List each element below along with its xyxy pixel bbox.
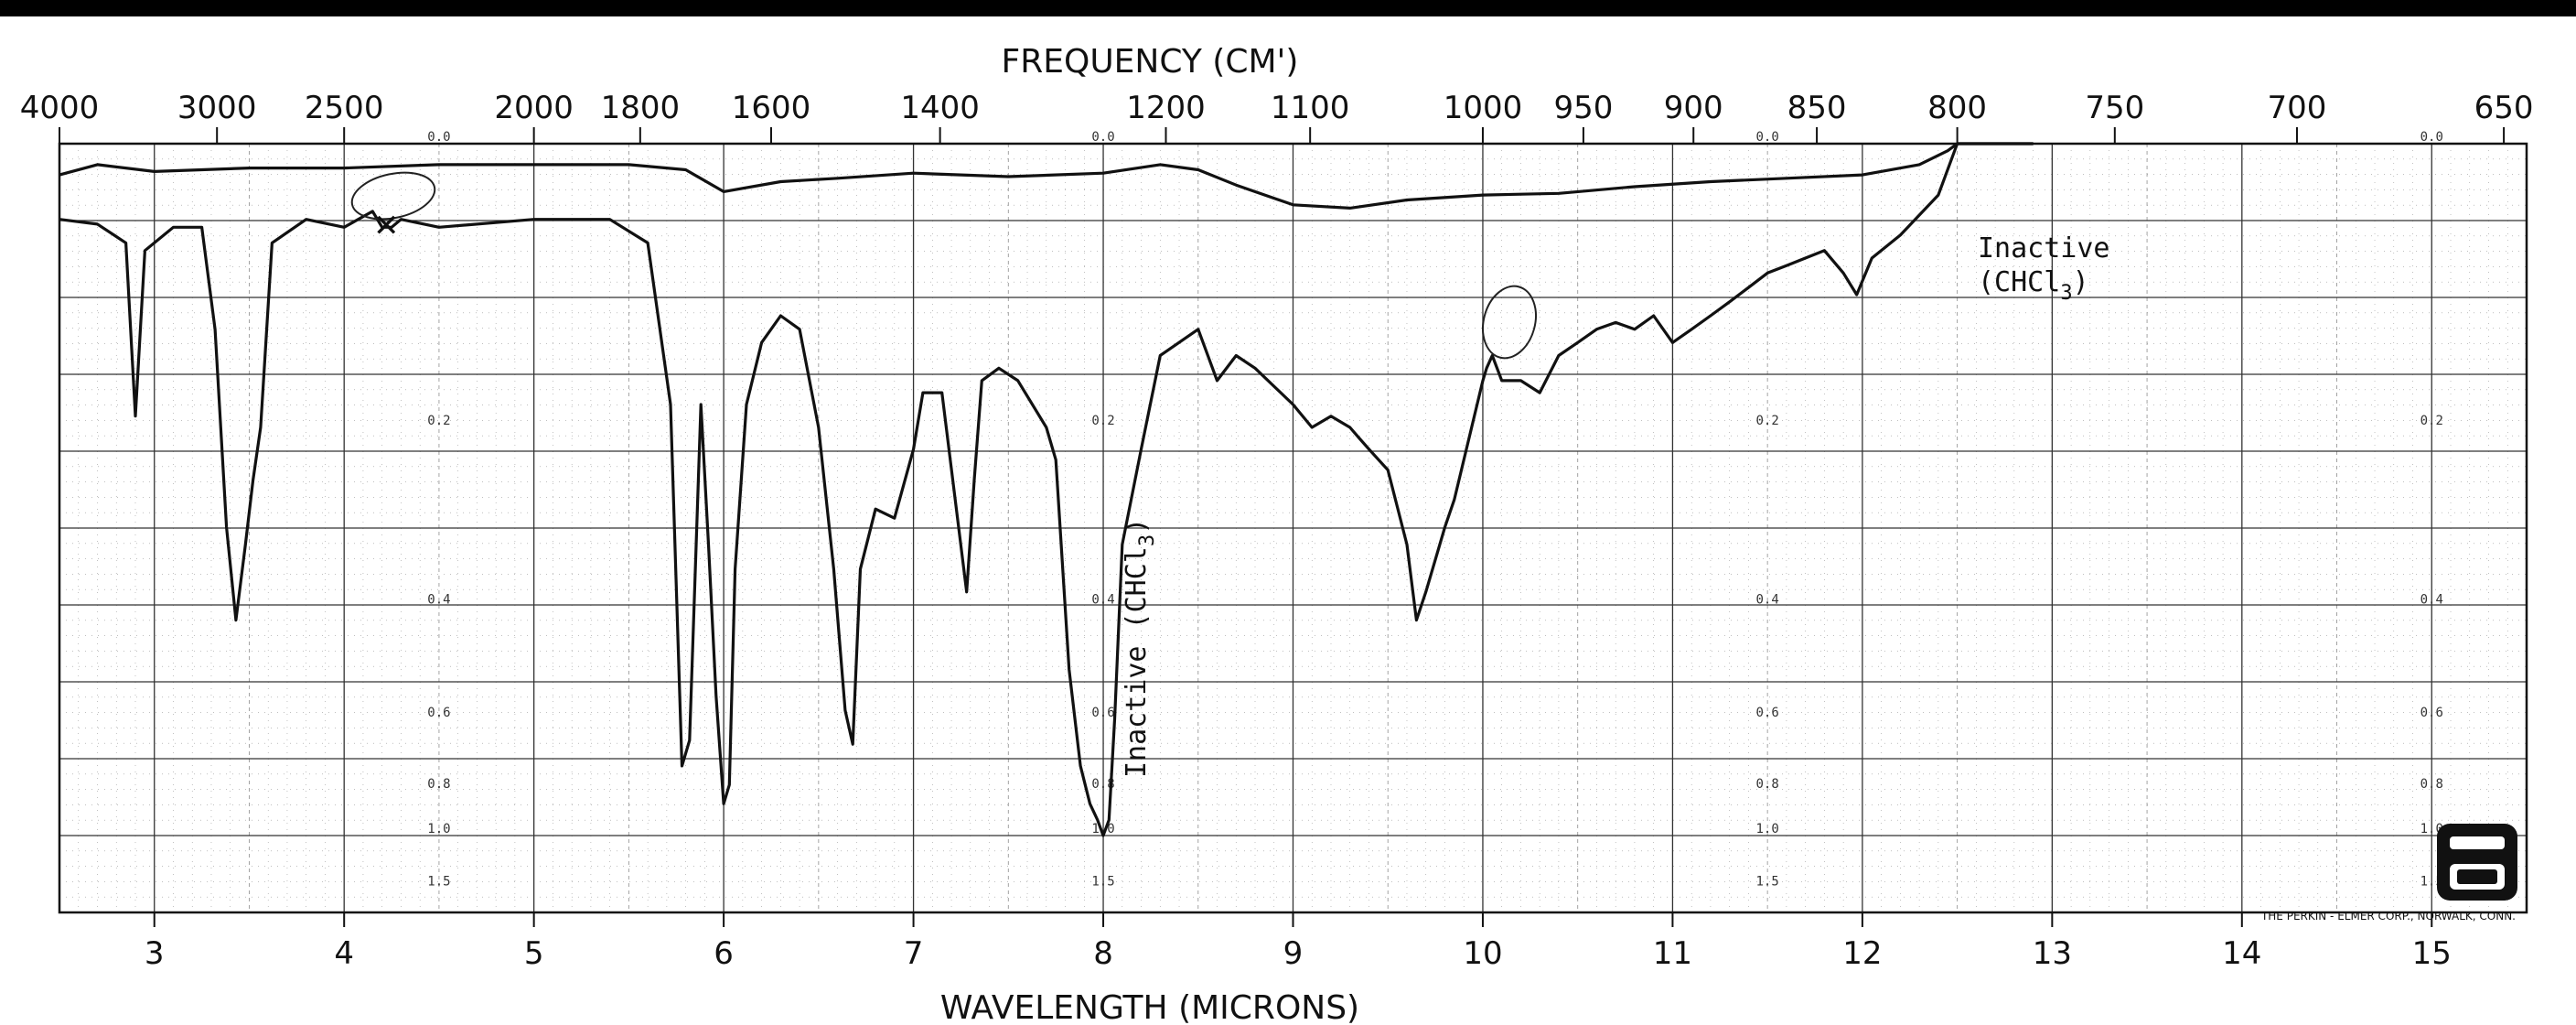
footer-manufacturer: THE PERKIN - ELMER CORP., NORWALK, CONN. [2260, 910, 2516, 922]
absorbance-label: 0.8 [2420, 777, 2443, 792]
absorbance-label: 0.0 [2420, 130, 2443, 145]
sample-spectrum-line [59, 142, 2034, 837]
frequency-tick-label: 1400 [900, 90, 980, 126]
frequency-axis-title: FREQUENCY (CM') [1002, 43, 1299, 81]
wavelength-tick-label: 14 [2222, 935, 2261, 972]
absorbance-scale-labels: 0.0 0.2 0.4 0.6 0.8 1.0 1.5 0.0 0.2 0.4 0.6 0.8 1.0 1… [427, 130, 2443, 889]
annotation-inactive-vertical-main: Inactive (CHCl [1121, 546, 1153, 778]
absorbance-label: 1.5 [427, 874, 450, 889]
absorbance-label: 0.4 [1756, 593, 1779, 608]
absorbance-label: 1.5 [1756, 874, 1779, 889]
abbott-logo [2437, 824, 2517, 901]
frequency-tick-label: 950 [1553, 90, 1613, 126]
wavelength-tick-label: 12 [1842, 935, 1882, 972]
wavelength-tick-label: 15 [2412, 935, 2452, 972]
absorbance-label: 0.4 [427, 593, 450, 608]
top-border-bar [0, 0, 2576, 16]
annotation-inactive-right: Inactive [1978, 232, 2110, 264]
annotation-inactive-vertical: Inactive (CHCl3) [1121, 518, 1159, 778]
wavelength-tick-label: 4 [334, 935, 354, 972]
frequency-tick-label: 4000 [20, 90, 100, 126]
frequency-tick-label: 1100 [1271, 90, 1350, 126]
annotation-inactive-right-line1: Inactive [1978, 232, 2110, 264]
absorbance-label: 0.8 [427, 777, 450, 792]
absorbance-label: 0.6 [2420, 706, 2443, 720]
absorbance-label: 1.0 [1756, 822, 1779, 836]
absorbance-label: 0.4 [1091, 593, 1114, 608]
absorbance-label: 0.6 [427, 706, 450, 720]
annotation-inactive-right-close: ) [2073, 266, 2089, 298]
wavelength-tick-label: 6 [714, 935, 734, 972]
wavelength-tick-label: 3 [145, 935, 165, 972]
absorbance-label: 1.5 [1091, 874, 1114, 889]
frequency-axis-ticks: 4000 3000 2500 2000 1800 1600 1400 1200 1100 1000… [20, 90, 2534, 144]
absorbance-label: 0.6 [1091, 706, 1114, 720]
absorbance-label: 0.4 [2420, 593, 2443, 608]
frequency-tick-label: 3000 [177, 90, 257, 126]
frequency-tick-label: 1200 [1126, 90, 1206, 126]
absorbance-label: 0.0 [1091, 130, 1114, 145]
wavelength-tick-label: 8 [1093, 935, 1113, 972]
annotation-inactive-right-line2: (CHCl [1978, 266, 2060, 298]
absorbance-label: 0.2 [1091, 414, 1114, 428]
frequency-tick-label: 2000 [494, 90, 574, 126]
frequency-tick-label: 1800 [601, 90, 681, 126]
wavelength-tick-label: 11 [1653, 935, 1692, 972]
wavelength-axis-title: WAVELENGTH (MICRONS) [940, 989, 1359, 1025]
frequency-tick-label: 750 [2085, 90, 2144, 126]
wavelength-axis-ticks: 3 4 5 6 7 8 9 10 11 12 13 14 15 [145, 912, 2452, 972]
wavelength-tick-label: 5 [524, 935, 544, 972]
absorbance-label: 0.8 [1091, 777, 1114, 792]
absorbance-label: 0.2 [427, 414, 450, 428]
frequency-tick-label: 1000 [1444, 90, 1523, 126]
frequency-tick-label: 1600 [732, 90, 811, 126]
frequency-tick-label: 850 [1787, 90, 1847, 126]
wavelength-tick-label: 13 [2033, 935, 2072, 972]
annotation-inactive-right-sub: 3 [2060, 282, 2072, 305]
annotation-inactive-right-2: (CHCl3) [1978, 266, 2089, 305]
absorbance-label: 0.0 [1756, 130, 1779, 145]
annotation-inactive-vertical-sub: 3 [1136, 534, 1159, 546]
absorbance-label: 0.8 [1756, 777, 1779, 792]
wavelength-tick-label: 10 [1463, 935, 1502, 972]
frequency-tick-label: 800 [1927, 90, 1987, 126]
frequency-tick-label: 900 [1664, 90, 1723, 126]
absorbance-label: 1.0 [427, 822, 450, 836]
absorbance-label: 0.2 [2420, 414, 2443, 428]
absorbance-label: 0.0 [427, 130, 450, 145]
frequency-tick-label: 2500 [305, 90, 384, 126]
major-grid [59, 143, 2527, 913]
pen-mark-x: ✕ [373, 208, 400, 244]
absorbance-label: 1.0 [1091, 822, 1114, 836]
baseline-spectrum-line [59, 142, 2034, 210]
pen-circle-at-10um [1482, 285, 1537, 360]
wavelength-tick-label: 9 [1283, 935, 1304, 972]
absorbance-label: 0.6 [1756, 706, 1779, 720]
frequency-tick-label: 700 [2268, 90, 2327, 126]
wavelength-tick-label: 7 [904, 935, 924, 972]
annotation-inactive-vertical-close: ) [1121, 518, 1153, 534]
spectrum-traces [59, 142, 2034, 837]
absorbance-label: 0.2 [1756, 414, 1779, 428]
pen-scribble-circle [350, 171, 436, 221]
frequency-tick-label: 650 [2474, 90, 2534, 126]
